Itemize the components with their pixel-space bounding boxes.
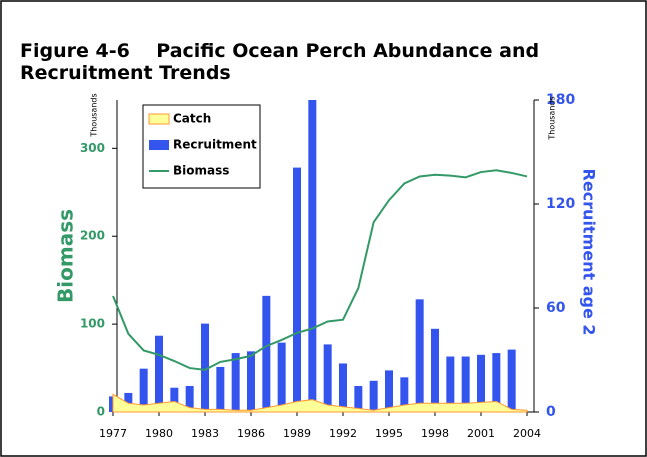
recruitment-bar (323, 344, 332, 412)
recruitment-bar (185, 386, 194, 412)
recruitment-bar (369, 380, 378, 412)
recruitment-bar (477, 354, 485, 412)
x-tick-label: 1977 (99, 427, 127, 440)
y-axis-label: Biomass (54, 209, 78, 303)
recruitment-bar (124, 392, 133, 412)
recruitment-bar (431, 328, 439, 412)
recruitment-bar (231, 353, 240, 412)
recruitment-bar (293, 167, 301, 412)
x-tick-label: 2004 (513, 427, 541, 440)
recruitment-bar (155, 335, 163, 412)
x-tick-label: 2001 (467, 427, 495, 440)
catch-area (112, 393, 528, 413)
recruitment-bar (170, 387, 179, 412)
x-tick-label: 1995 (375, 427, 403, 440)
y2-unit: Thousands (548, 96, 557, 140)
legend-swatch (148, 113, 170, 125)
x-tick-label: 1992 (329, 427, 357, 440)
legend-label: Biomass (173, 164, 229, 178)
y2-tick-label: 120 (546, 196, 575, 212)
y-unit: Thousands (90, 93, 99, 137)
x-tick-label: 1980 (145, 427, 173, 440)
y2-axis-label: Recruitment age 2 (580, 168, 599, 335)
y-tick-label: 0 (97, 405, 105, 419)
recruitment-bar (385, 370, 393, 412)
recruitment-bar (354, 386, 363, 412)
legend-label: Recruitment (173, 138, 257, 152)
recruitment-bar (277, 342, 286, 412)
y-tick-label: 100 (80, 317, 105, 331)
x-tick-label: 1998 (421, 427, 449, 440)
recruitment-bar (400, 377, 409, 412)
recruitment-bar (216, 366, 225, 412)
legend-swatch (149, 140, 169, 150)
chart-title: Figure 4-6 Pacific Ocean Perch Abundance… (20, 40, 539, 84)
recruitment-bar (415, 299, 424, 412)
recruitment-bar (492, 353, 501, 412)
x-tick-label: 1989 (283, 427, 311, 440)
x-tick-label: 1986 (237, 427, 265, 440)
recruitment-bar (247, 351, 255, 412)
x-tick-label: 1983 (191, 427, 219, 440)
recruitment-bar (339, 363, 347, 412)
y-tick-label: 200 (80, 229, 105, 243)
recruitment-bar (262, 295, 271, 412)
y2-tick-label: 180 (546, 92, 575, 108)
legend-label: Catch (173, 112, 211, 126)
recruitment-bar (308, 100, 317, 412)
y2-tick-label: 0 (546, 404, 556, 420)
chart-title: Figure 4-6 Pacific Ocean Perch Abundance… (20, 40, 539, 84)
recruitment-bar (507, 349, 516, 412)
recruitment-bar (461, 356, 470, 412)
recruitment-bar (139, 368, 148, 412)
y2-tick-label: 60 (546, 300, 566, 316)
biomass-line (112, 169, 528, 371)
y-tick-label: 300 (80, 141, 105, 155)
recruitment-bar (446, 356, 455, 412)
recruitment-bar (201, 323, 209, 412)
